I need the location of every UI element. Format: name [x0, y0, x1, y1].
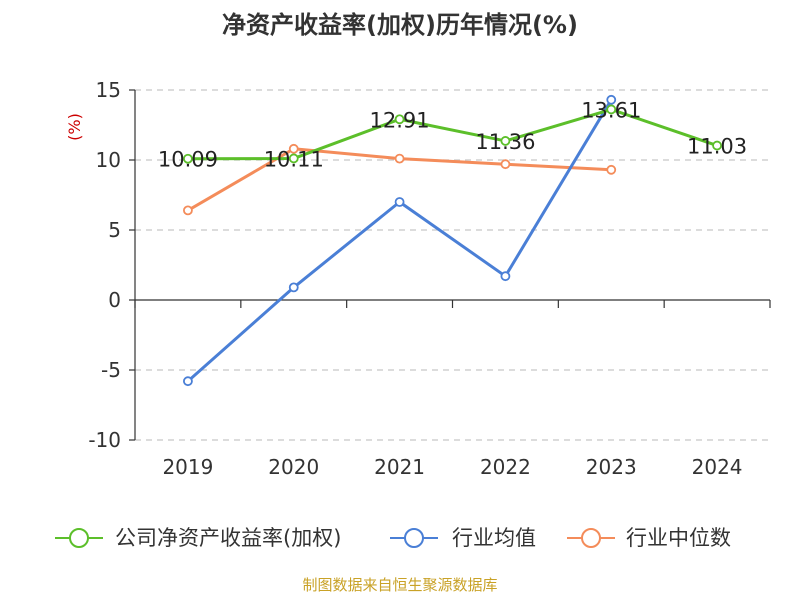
x-tick-label: 2024 [692, 455, 743, 479]
data-point [288, 282, 299, 293]
series-0 [183, 104, 722, 164]
legend-marker [581, 528, 601, 548]
data-label: 13.61 [581, 98, 641, 122]
data-point [183, 205, 193, 216]
y-tick-label: 0 [108, 288, 121, 312]
data-label: 10.09 [158, 148, 218, 172]
y-tick-label: 10 [96, 148, 121, 172]
data-point [500, 159, 511, 170]
x-tick-label: 2022 [480, 455, 531, 479]
legend-item: 行业中位数 [567, 526, 731, 550]
data-point [606, 164, 617, 175]
axes: 15 10 5 0 -5 -10 2019 2020 2021 2022 2023 2024 [88, 78, 771, 479]
gridlines [135, 89, 770, 441]
data-point [394, 114, 405, 125]
legend-marker [404, 528, 424, 548]
y-tick-label: 15 [96, 78, 121, 102]
data-point [606, 104, 617, 115]
data-point [288, 153, 299, 164]
data-point [288, 143, 299, 154]
data-point [183, 153, 193, 164]
x-tick-label: 2023 [586, 455, 637, 479]
legend-label: 行业中位数 [626, 526, 731, 550]
series-line [186, 99, 613, 383]
data-point [500, 136, 511, 146]
data-point [183, 376, 193, 387]
y-tick-label: -5 [101, 358, 121, 382]
data-label: 10.11 [264, 147, 324, 171]
legend-item: 行业均值 [390, 526, 536, 550]
legend-item: 公司净资产收益率(加权) [55, 526, 341, 550]
y-tick-label: 5 [108, 218, 121, 242]
series-1 [183, 94, 617, 387]
x-tick-label: 2021 [374, 455, 425, 479]
chart-title: 净资产收益率(加权)历年情况(%) [222, 11, 578, 39]
data-label: 11.36 [475, 130, 535, 154]
y-axis-unit: (%) [65, 113, 84, 141]
x-tick-label: 2019 [162, 455, 213, 479]
source-note: 制图数据来自恒生聚源数据库 [302, 576, 497, 594]
legend-label: 公司净资产收益率(加权) [115, 526, 341, 550]
x-tick-label: 2020 [268, 455, 319, 479]
series-lines [183, 94, 722, 387]
data-label: 11.03 [687, 135, 747, 159]
legend: 公司净资产收益率(加权) 行业均值 行业中位数 [55, 526, 731, 550]
data-point [712, 140, 722, 151]
data-point [394, 153, 405, 164]
data-point [394, 197, 405, 207]
data-labels: 10.09 10.11 12.91 11.36 13.61 11.03 [158, 98, 747, 171]
data-label: 12.91 [370, 108, 430, 132]
series-line [187, 107, 718, 161]
legend-marker [69, 528, 89, 548]
legend-label: 行业均值 [452, 526, 536, 550]
y-tick-label: -10 [88, 428, 121, 452]
data-point [500, 271, 511, 282]
data-point [606, 94, 617, 105]
series-2 [183, 143, 617, 216]
